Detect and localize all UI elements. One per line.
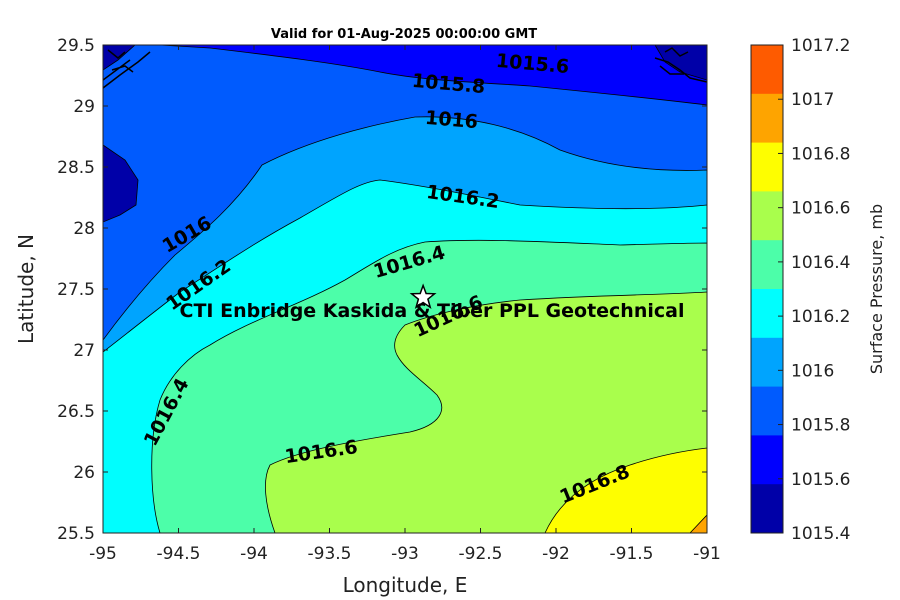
x-axis: -95 -94.5 -94 -93.5 -93 -92.5 -92 -91.5 -91 [89, 45, 721, 564]
x-axis-label: Longitude, E [343, 573, 468, 597]
colorbar-tick-label: 1016.2 [791, 307, 850, 327]
x-tick-label: -91.5 [610, 544, 654, 564]
band-1015.4-ne [654, 45, 707, 81]
colorbar-tick-label: 1017.2 [791, 36, 850, 56]
x-tick-label: -95 [89, 544, 117, 564]
band-1016.6 [265, 291, 707, 533]
colorbar-tick-label: 1015.6 [791, 470, 850, 490]
x-tick-label: -93.5 [308, 544, 352, 564]
x-tick-label: -92 [542, 544, 570, 564]
colorbar-swatch [751, 240, 783, 290]
y-tick-label: 27 [73, 341, 95, 361]
site-label: CTI Enbridge Kaskida & Tiber PPL Geotech… [180, 300, 685, 322]
x-tick-label: -92.5 [459, 544, 503, 564]
y-axis: 29.5 29 28.5 28 27.5 27 26.5 26 25.5 [57, 36, 707, 544]
figure-title: Valid for 01-Aug-2025 00:00:00 GMT [271, 27, 537, 42]
band-1016.8 [544, 447, 707, 533]
y-tick-label: 26.5 [57, 402, 95, 422]
colorbar-frame [750, 44, 784, 534]
y-tick-label: 28 [73, 219, 95, 239]
colorbar-swatch [751, 191, 783, 241]
colorbar-swatch [751, 337, 783, 388]
x-tick-label: -91 [693, 544, 721, 564]
y-tick-label: 26 [73, 463, 95, 483]
contour-label: 1016 [424, 107, 479, 134]
band-1015.4-west [103, 144, 139, 223]
colorbar-tick-label: 1015.8 [791, 416, 850, 436]
colorbar-swatch [751, 435, 783, 485]
y-tick-label: 29.5 [57, 36, 95, 56]
contour-field [103, 45, 707, 533]
colorbar-swatch [751, 386, 783, 436]
colorbar-swatch [751, 142, 783, 192]
colorbar-tick-label: 1016 [791, 361, 834, 381]
coastline-ne [654, 47, 707, 83]
x-tick-label: -94.5 [157, 544, 201, 564]
y-axis-label: Latitude, N [14, 234, 38, 344]
site-star-marker [409, 283, 437, 309]
colorbar: 1017.2 1017 1016.8 1016.6 1016.4 1016.2 1016 10… [750, 36, 850, 544]
colorbar-tick-label: 1016.8 [791, 144, 850, 164]
band-1017 [689, 514, 707, 533]
coastline-nw [103, 49, 151, 89]
colorbar-tick-label: 1016.6 [791, 199, 850, 219]
y-tick-label: 27.5 [57, 280, 95, 300]
x-tick-label: -93 [391, 544, 419, 564]
site-star-icon [409, 283, 437, 309]
colorbar-swatch [751, 484, 783, 534]
colorbar-swatch [751, 93, 783, 144]
colorbar-swatch [751, 45, 783, 95]
band-1015.6 [103, 45, 707, 106]
y-tick-label: 25.5 [57, 524, 95, 544]
colorbar-swatch [751, 289, 783, 339]
colorbar-tick-label: 1015.4 [791, 524, 850, 544]
colorbar-tick-label: 1016.4 [791, 253, 850, 273]
y-tick-label: 29 [73, 97, 95, 117]
x-tick-label: -94 [240, 544, 268, 564]
colorbar-label: Surface Pressure, mb [867, 204, 886, 374]
colorbar-tick-label: 1017 [791, 90, 834, 110]
y-tick-label: 28.5 [57, 158, 95, 178]
